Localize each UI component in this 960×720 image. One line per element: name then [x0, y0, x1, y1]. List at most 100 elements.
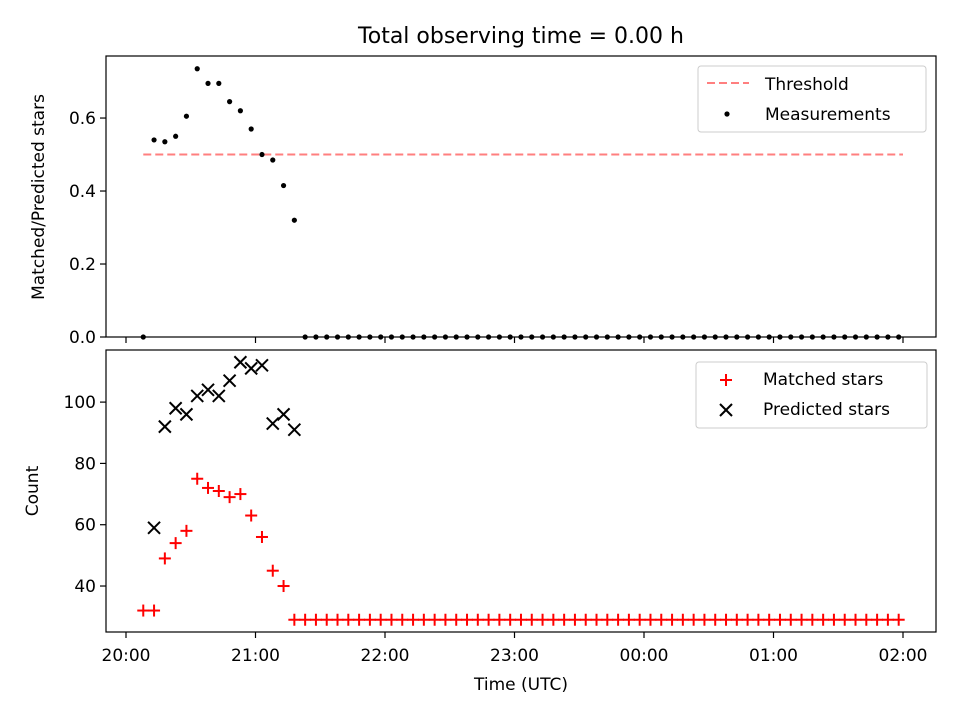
matched-stars-point: [428, 613, 441, 626]
measurements-point: [248, 126, 254, 132]
matched-stars-point: [590, 613, 603, 626]
predicted-stars-point: [168, 401, 183, 415]
top-y-axis-label: Matched/Predicted stars: [29, 94, 49, 300]
bottom-legend: Matched stars Predicted stars: [695, 361, 928, 429]
matched-stars-point: [363, 613, 376, 626]
matched-stars-point: [277, 580, 290, 593]
measurements-point: [183, 113, 190, 119]
matched-stars-point: [773, 613, 786, 626]
predicted-stars-point: [276, 407, 291, 422]
matched-stars-point: [547, 613, 560, 626]
matched-stars-point: [730, 613, 743, 626]
matched-stars-point: [331, 613, 344, 626]
measurements-point: [291, 217, 297, 223]
matched-stars-point: [471, 613, 484, 626]
measurements-point: [205, 80, 211, 86]
matched-stars-point: [676, 613, 689, 626]
matched-stars-point: [838, 613, 851, 626]
matched-stars-point: [439, 613, 452, 626]
top-axes-frame: [105, 55, 937, 338]
matched-stars-point: [741, 613, 754, 626]
predicted-stars-point: [190, 389, 204, 403]
matched-stars-point: [601, 613, 614, 626]
matched-stars-point: [827, 613, 840, 626]
measurements-legend-label: Measurements: [765, 105, 891, 125]
matched-stars-legend-label: Matched stars: [763, 370, 883, 390]
predicted-stars-point: [255, 358, 269, 373]
bottom-y-axis-label: Count: [23, 465, 43, 516]
matched-stars-point: [396, 613, 409, 626]
matched-stars-point: [612, 613, 625, 626]
matched-stars-point: [353, 613, 366, 626]
predicted-stars-legend-label: Predicted stars: [763, 400, 890, 420]
measurements-point: [194, 66, 200, 72]
bottom-y-tick-label: 40: [74, 577, 96, 597]
measurements-point: [162, 139, 168, 145]
matched-stars-point: [752, 613, 765, 626]
matched-stars-point: [622, 613, 635, 626]
bottom-axes-frame: [105, 349, 937, 633]
matched-stars-point: [720, 613, 733, 626]
matched-stars-point: [504, 613, 517, 626]
matched-stars-point: [536, 613, 549, 626]
matched-stars-point: [212, 485, 225, 497]
matched-stars-point: [644, 613, 657, 626]
x-tick-label: 01:00: [749, 646, 798, 666]
matched-stars-point: [223, 491, 236, 504]
matched-stars-point: [817, 613, 830, 626]
measurements-point: [259, 151, 265, 158]
predicted-stars-point: [287, 422, 302, 437]
bottom-panel: 40 60 80 100 20:00 21:00 22:00 23:00 00:00 01:00…: [23, 349, 937, 695]
predicted-stars-point: [222, 373, 237, 388]
predicted-stars-point: [233, 355, 248, 369]
measurements-legend-swatch: [724, 111, 730, 117]
matched-stars-point: [385, 613, 398, 626]
x-axis-label: Time (UTC): [473, 675, 568, 695]
matched-stars-point: [709, 613, 722, 626]
matched-stars-point: [320, 613, 333, 626]
figure-title: Total observing time = 0.00 h: [357, 24, 684, 49]
matched-stars-point: [148, 604, 161, 617]
measurements-point: [280, 182, 287, 189]
predicted-stars-point: [158, 419, 172, 434]
matched-stars-point: [180, 524, 193, 537]
top-y-tick-label: 0.4: [69, 182, 96, 202]
matched-stars-point: [687, 613, 700, 626]
measurements-point: [237, 108, 243, 114]
matched-stars-point: [514, 613, 527, 626]
matched-stars-point: [860, 613, 873, 626]
matched-stars-point: [806, 613, 819, 626]
matched-stars-point: [763, 613, 776, 626]
matched-stars-point: [525, 613, 538, 626]
predicted-stars-point: [266, 416, 280, 431]
matched-stars-point: [698, 613, 711, 626]
matched-stars-point: [342, 613, 355, 626]
bottom-y-tick-label: 100: [64, 393, 96, 413]
top-legend: Threshold Measurements: [697, 65, 927, 133]
matched-stars-point: [202, 481, 215, 494]
matched-stars-point: [169, 537, 182, 550]
predicted-stars-point: [212, 389, 226, 403]
matched-stars-point: [234, 488, 247, 501]
matched-stars-point: [892, 613, 905, 626]
matched-stars-point: [881, 613, 894, 626]
matched-stars-point: [482, 613, 495, 626]
top-y-tick-label: 0.2: [69, 255, 96, 275]
matched-stars-point: [191, 472, 204, 485]
top-y-tick-label: 0.6: [69, 109, 96, 129]
predicted-stars-legend-swatch: [719, 403, 733, 417]
top-panel: 0.0 0.2 0.4 0.6 Matched/Predicted stars Thr…: [29, 55, 937, 348]
matched-stars-point: [245, 509, 258, 522]
measurements-point: [216, 80, 222, 86]
matched-stars-point: [266, 564, 279, 577]
x-tick-label: 02:00: [879, 646, 928, 666]
matched-stars-point: [407, 613, 420, 626]
matched-stars-point: [461, 613, 474, 626]
bottom-y-tick-label: 80: [74, 454, 96, 474]
bottom-legend-frame: [695, 361, 928, 429]
matched-stars-point: [849, 613, 862, 626]
x-tick-label: 21:00: [231, 646, 280, 666]
matched-stars-point: [137, 604, 150, 617]
top-legend-frame: [697, 65, 927, 133]
